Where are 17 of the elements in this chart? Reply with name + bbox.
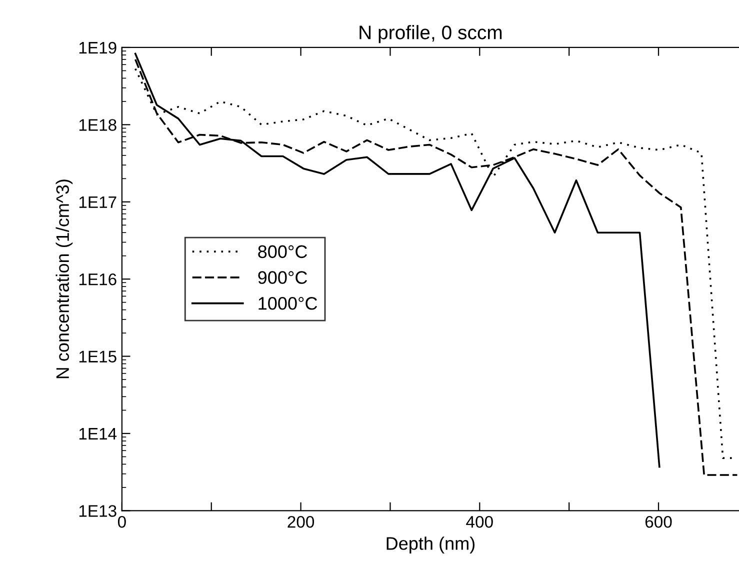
x-axis-title: Depth (nm) [386, 536, 474, 554]
y-axis-title: N concentration (1/cm^3) [56, 180, 73, 378]
x-tick-label: 0 [118, 516, 126, 528]
chart-title: N profile, 0 sccm [360, 25, 502, 44]
y-tick-label: 1E15 [79, 350, 116, 362]
y-tick-label: 1E16 [79, 273, 116, 286]
x-tick-label: 600 [645, 516, 672, 528]
x-tick-label: 400 [466, 516, 493, 528]
y-tick-label: 1E18 [79, 119, 116, 131]
y-tick-label: 1E13 [79, 505, 116, 517]
x-tick-label: 200 [288, 516, 314, 528]
y-tick-label: 1E19 [79, 42, 116, 54]
legend-label: 900°C [258, 271, 308, 284]
legend-label: 1000°C [258, 297, 318, 310]
legend-label: 800°C [258, 245, 308, 258]
y-tick-label: 1E17 [79, 196, 116, 208]
y-tick-label: 1E14 [79, 428, 117, 440]
